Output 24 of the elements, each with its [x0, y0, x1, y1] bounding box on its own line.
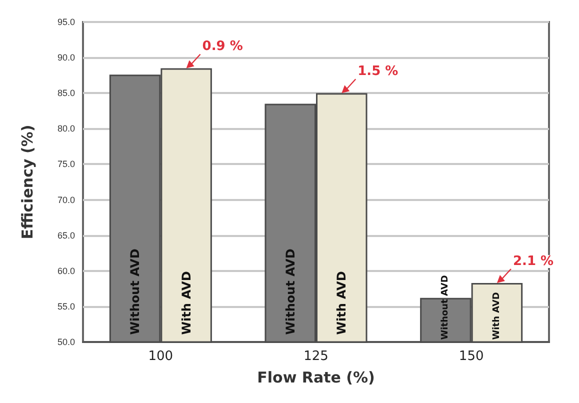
series-label: With AVD [492, 292, 502, 340]
y-tick-label: 95.0 [57, 17, 75, 27]
y-tick-label: 60.0 [57, 266, 75, 276]
text: Without AVD [128, 248, 142, 335]
x-axis-title: Flow Rate (%) [257, 368, 375, 386]
text: Without AVD [283, 248, 298, 335]
y-tick-label: 90.0 [57, 52, 75, 63]
annotation: 2.1 % [512, 254, 554, 269]
annotation: 0.9 % [202, 39, 243, 54]
text: With AVD [334, 271, 349, 335]
y-tick-label: 55.0 [57, 301, 75, 312]
y-tick-label: 50.0 [57, 337, 75, 347]
y-axis-title: Efficiency (%) [18, 124, 36, 240]
y-tick-label: 75.0 [57, 159, 75, 170]
x-tick-label: 150 [458, 349, 484, 364]
series-label: Without AVD [440, 275, 451, 340]
y-tick-label: 85.0 [57, 88, 75, 98]
y-tick-label: 70.0 [57, 194, 75, 205]
y-tick-label: 80.0 [57, 124, 75, 134]
x-tick-label: 100 [148, 349, 174, 364]
text: With AVD [179, 271, 194, 335]
x-tick-label: 125 [304, 349, 328, 364]
y-tick-label: 65.0 [57, 230, 75, 240]
annotation: 1.5 % [358, 64, 398, 80]
